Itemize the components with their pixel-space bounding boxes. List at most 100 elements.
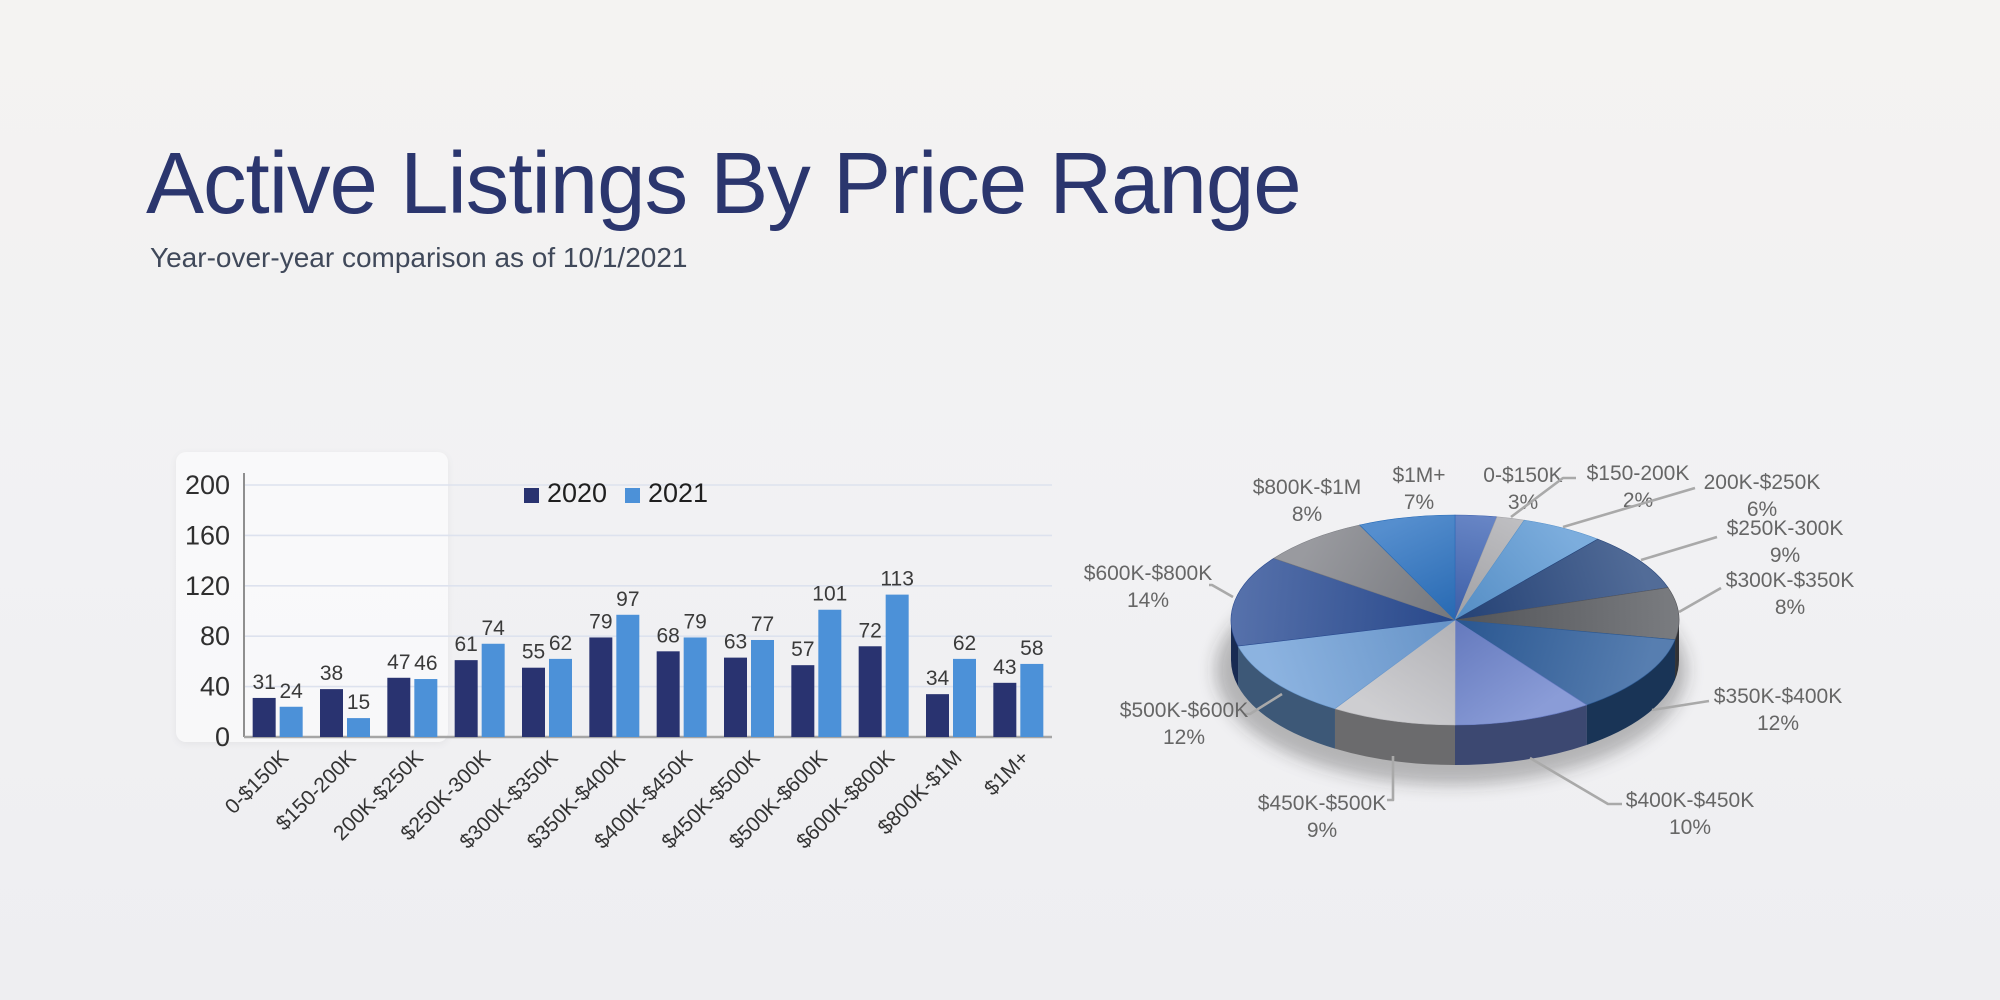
bar-2020-2 bbox=[387, 677, 411, 737]
bar-chart: 0 40 80 120 160 200 31 24 0-$150K 38 15 $150-200K 47… bbox=[120, 440, 1080, 900]
pie-label-7: $450K-$500K 9% bbox=[1258, 792, 1386, 842]
y-tick-label: 80 bbox=[200, 621, 230, 651]
bar-chart-legend: 2020 2021 bbox=[524, 478, 708, 508]
bar-value-label: 72 bbox=[858, 619, 881, 642]
bar-2020-11 bbox=[993, 682, 1017, 737]
pie-label-8: $500K-$600K 12% bbox=[1120, 699, 1248, 749]
pie-slice-side-8 bbox=[1238, 646, 1335, 749]
bar-value-label: 79 bbox=[589, 610, 612, 633]
pie-label-4: $300K-$350K 8% bbox=[1726, 569, 1854, 619]
pie-label-10: $800K-$1M 8% bbox=[1253, 476, 1362, 526]
bar-2020-4 bbox=[522, 667, 545, 737]
pie-leader-line-6 bbox=[1529, 756, 1622, 806]
pie-slice-side-7 bbox=[1334, 708, 1455, 765]
pie-chart: 0-$150K 3% $150-200K 2% 200K-$250K 6% $250K-30… bbox=[1060, 420, 2000, 890]
bar-value-label: 62 bbox=[953, 632, 976, 655]
pie-slice-4 bbox=[1454, 587, 1680, 640]
pie-slice-8 bbox=[1237, 619, 1457, 709]
pie-label-2: 200K-$250K 6% bbox=[1704, 471, 1821, 521]
bar-2020-7 bbox=[724, 657, 747, 737]
legend-swatch-2021 bbox=[625, 488, 640, 503]
pie-chart-canvas: 0-$150K 3%$150-200K 2%200K-$250K 6%$250K-30… bbox=[1084, 462, 1854, 842]
bar-2021-8 bbox=[818, 609, 842, 737]
bar-value-label: 55 bbox=[522, 641, 545, 664]
pie-slice-side-5 bbox=[1586, 639, 1676, 745]
bar-2020-9 bbox=[858, 646, 882, 737]
pie-slice-9 bbox=[1230, 557, 1456, 647]
bar-value-label: 74 bbox=[481, 617, 505, 640]
pie-leader-line-3 bbox=[1640, 535, 1718, 562]
bar-value-label: 43 bbox=[993, 656, 1016, 679]
legend-label-2020: 2020 bbox=[547, 478, 607, 508]
bar-2021-2 bbox=[414, 679, 438, 737]
pie-leader-line-4 bbox=[1678, 586, 1722, 614]
bar-value-label: 58 bbox=[1020, 637, 1043, 660]
legend-label-2021: 2021 bbox=[648, 478, 708, 508]
bar-value-label: 62 bbox=[549, 632, 572, 655]
pie-leader-line-1 bbox=[1510, 476, 1576, 519]
bar-2020-1 bbox=[320, 689, 343, 737]
pie-slice-side-4 bbox=[1675, 620, 1679, 680]
bar-value-label: 34 bbox=[926, 667, 950, 690]
bar-value-label: 46 bbox=[414, 652, 437, 675]
bar-2020-0 bbox=[252, 697, 276, 737]
bar-2021-10 bbox=[953, 658, 976, 737]
bar-2021-1 bbox=[347, 718, 370, 737]
bar-value-label: 61 bbox=[454, 633, 477, 656]
pie-slice-side-9 bbox=[1231, 620, 1239, 687]
bar-value-label: 63 bbox=[724, 631, 747, 654]
bar-2020-3 bbox=[454, 660, 478, 737]
pie-label-5: $350K-$400K 12% bbox=[1714, 685, 1842, 735]
bar-value-label: 101 bbox=[812, 583, 847, 606]
bar-2020-10 bbox=[926, 694, 949, 737]
pie-leader-line-5 bbox=[1651, 699, 1710, 712]
legend-swatch-2020 bbox=[524, 488, 539, 503]
page-subtitle: Year-over-year comparison as of 10/1/202… bbox=[150, 242, 688, 273]
pie-slice-7 bbox=[1334, 619, 1456, 726]
bar-value-label: 31 bbox=[252, 671, 275, 694]
bar-value-label: 15 bbox=[347, 691, 370, 714]
pie-label-6: $400K-$450K 10% bbox=[1626, 789, 1754, 839]
bar-2021-5 bbox=[616, 614, 640, 737]
y-tick-label: 120 bbox=[185, 571, 230, 601]
bar-value-label: 47 bbox=[387, 651, 410, 674]
bar-value-label: 79 bbox=[683, 610, 706, 633]
bar-2021-3 bbox=[481, 643, 505, 737]
bar-2020-6 bbox=[656, 651, 680, 737]
bar-2021-7 bbox=[751, 639, 774, 737]
bar-value-label: 24 bbox=[279, 680, 303, 703]
y-tick-label: 200 bbox=[185, 470, 230, 500]
pie-leader-line-8 bbox=[1245, 692, 1283, 716]
pie-slice-6 bbox=[1454, 619, 1588, 726]
pie-slice-5 bbox=[1454, 619, 1676, 706]
y-tick-label: 160 bbox=[185, 520, 230, 550]
pie-label-11: $1M+ 7% bbox=[1392, 464, 1445, 514]
pie-label-3: $250K-300K 9% bbox=[1727, 517, 1844, 567]
pie-leader-line-7 bbox=[1387, 756, 1395, 802]
bar-2021-11 bbox=[1020, 663, 1044, 737]
bar-value-label: 97 bbox=[616, 588, 639, 611]
bar-value-label: 38 bbox=[320, 662, 343, 685]
pie-slice-side-6 bbox=[1455, 704, 1587, 765]
bar-value-label: 113 bbox=[880, 568, 913, 591]
pie-leader-line-9 bbox=[1209, 583, 1234, 599]
pie-slice-11 bbox=[1359, 514, 1456, 621]
bar-value-label: 68 bbox=[656, 624, 679, 647]
bar-2021-4 bbox=[549, 658, 572, 737]
bar-2021-6 bbox=[683, 637, 707, 737]
y-tick-label: 40 bbox=[200, 672, 230, 702]
bar-value-label: 57 bbox=[791, 638, 814, 661]
bar-2021-9 bbox=[885, 594, 909, 737]
pie-slice-3 bbox=[1454, 538, 1669, 621]
pie-label-0: 0-$150K 3% bbox=[1483, 464, 1562, 514]
bar-2021-0 bbox=[279, 706, 303, 737]
bar-2020-5 bbox=[589, 637, 613, 737]
y-tick-label: 0 bbox=[215, 722, 230, 752]
bar-2020-8 bbox=[791, 665, 815, 737]
x-tick-label: $1M+ bbox=[980, 746, 1034, 800]
pie-label-9: $600K-$800K 14% bbox=[1084, 562, 1212, 612]
pie-leader-line-2 bbox=[1562, 486, 1696, 529]
page-title: Active Listings By Price Range bbox=[146, 135, 1302, 232]
